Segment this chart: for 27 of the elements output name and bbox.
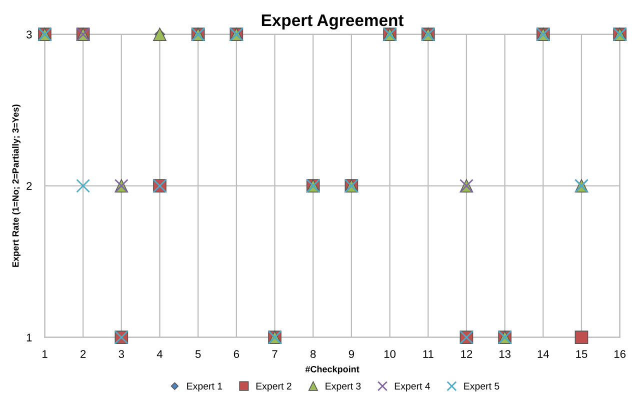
x-tick-label: 14 xyxy=(538,350,550,358)
x-tick-label: 3 xyxy=(118,350,124,358)
legend-label: Expert 2 xyxy=(256,382,292,392)
x-tick-label: 8 xyxy=(310,350,316,358)
legend-label: Expert 1 xyxy=(187,382,222,392)
x-tick-label: 12 xyxy=(461,350,472,358)
legend-label: Expert 5 xyxy=(464,382,500,392)
x-tick-label: 11 xyxy=(423,350,434,358)
x-tick-label: 4 xyxy=(156,350,163,358)
x-tick-label: 15 xyxy=(576,350,588,358)
chart-title: Expert Agreement xyxy=(262,14,404,30)
legend-label: Expert 3 xyxy=(326,382,361,392)
x-tick-label: 6 xyxy=(234,350,240,358)
x-tick-label: 7 xyxy=(272,350,278,358)
y-tick-label: 3 xyxy=(26,30,32,38)
x-tick-label: 16 xyxy=(614,350,626,358)
x-axis-title: #Checkpoint xyxy=(305,366,360,374)
x-tick-label: 2 xyxy=(80,350,86,358)
x-tick-label: 9 xyxy=(348,350,354,358)
legend-label: Expert 4 xyxy=(394,382,430,392)
x-tick-label: 1 xyxy=(42,350,48,358)
y-tick-label: 1 xyxy=(26,334,32,342)
x-tick-label: 13 xyxy=(499,350,510,358)
y-axis-title: Expert Rate (1=No; 2=Partially; 3=Yes) xyxy=(12,104,20,267)
x-tick-label: 10 xyxy=(384,350,396,358)
y-tick-label: 2 xyxy=(26,182,32,190)
x-tick-label: 5 xyxy=(195,350,201,358)
